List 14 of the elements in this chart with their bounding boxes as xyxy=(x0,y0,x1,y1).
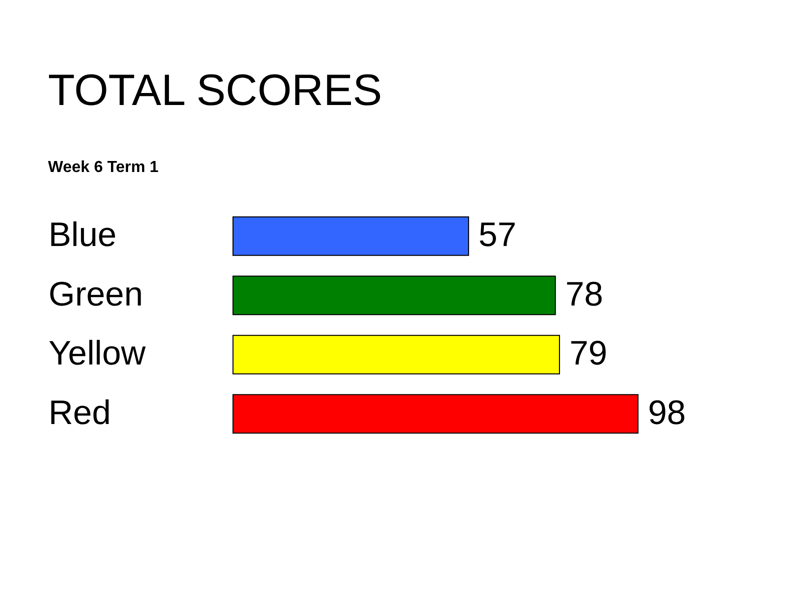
chart-title: TOTAL SCORES xyxy=(48,66,382,115)
y-tick-label: Blue xyxy=(48,216,117,254)
y-tick-label: Yellow xyxy=(48,334,146,373)
bar xyxy=(232,216,470,256)
data-label: 98 xyxy=(648,394,686,432)
y-tick-label: Green xyxy=(48,275,143,314)
bar xyxy=(232,394,638,434)
data-label: 78 xyxy=(565,275,604,314)
bar xyxy=(232,276,556,316)
data-label: 57 xyxy=(478,216,516,254)
text: Week 6 Term 1 xyxy=(48,159,159,176)
bar xyxy=(232,334,560,374)
y-tick-label: Red xyxy=(48,394,111,432)
data-label: 79 xyxy=(569,334,608,373)
